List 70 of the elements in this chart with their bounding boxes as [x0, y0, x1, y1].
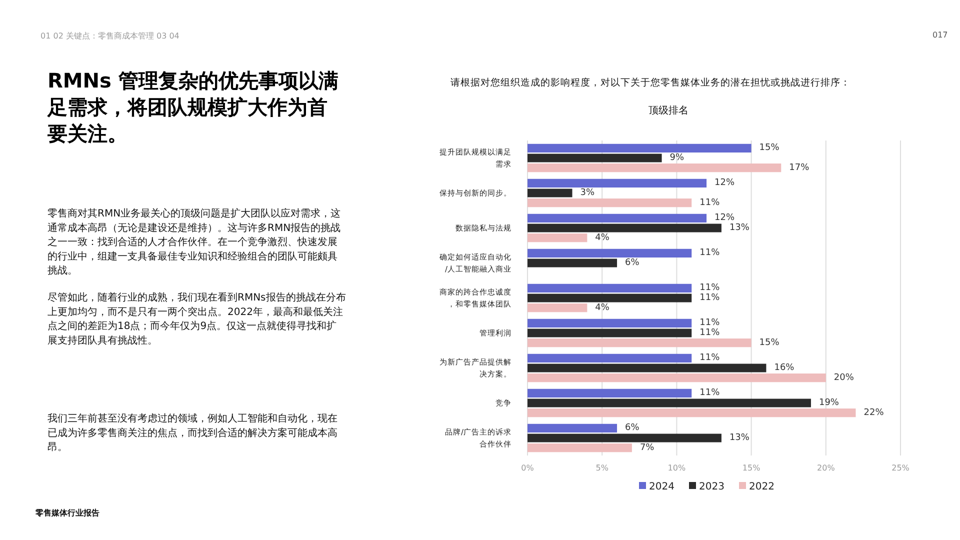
data-label: 11%: [700, 328, 720, 338]
data-label: 11%: [700, 388, 720, 398]
legend-label: 2022: [749, 482, 774, 492]
data-label: 16%: [774, 363, 795, 373]
x-tick-label: 15%: [742, 464, 761, 472]
x-tick-label: 0%: [521, 464, 534, 472]
bar: [528, 233, 588, 242]
bar: [528, 303, 588, 312]
data-label: 22%: [864, 408, 884, 418]
data-label: 20%: [834, 372, 854, 383]
data-label: 12%: [714, 178, 735, 188]
data-label: 9%: [670, 153, 685, 163]
bar: [528, 144, 752, 153]
text: 01 02 关键点：零售商成本管理 03 04: [40, 32, 180, 40]
bar: [528, 408, 856, 418]
text: 尽管如此，随着行业的成熟，我们现在看到RMNs报告的挑战在分布上更加均匀，而不是只有一两个突出点。2022年，最高和最低关注点之间的差距为18点；而今年仅为9点。仅这一点就使得寻找和扩展支持团队具有挑战性。: [48, 292, 346, 346]
data-label: 11%: [700, 318, 720, 328]
bar: [528, 224, 722, 232]
data-label: 12%: [714, 213, 735, 224]
data-label: 13%: [729, 223, 750, 233]
text: 017: [932, 30, 948, 40]
bar: [528, 373, 826, 382]
data-label: 11%: [700, 198, 720, 208]
bar: [528, 214, 707, 223]
data-label: 19%: [818, 398, 840, 408]
data-label: 11%: [700, 283, 720, 294]
text: 我们三年前甚至没有考虑过的领域，例如人工智能和自动化，现在已成为许多零售商关注的焦点，而找到合适的解决方案可能成本高昂。: [48, 412, 338, 454]
data-label: 4%: [595, 232, 610, 243]
x-tick-label: 5%: [596, 464, 609, 472]
legend-label: 2023: [699, 482, 724, 492]
x-tick-label: 25%: [892, 464, 910, 472]
bar: [528, 248, 692, 258]
text: RMNs 管理复杂的优先事项以满足需求，将团队规模扩大作为首要关注。: [46, 68, 338, 146]
text: 零售商对其RMN业务最关心的顶级问题是扩大团队以应对需求，这通常成本高昂（无论是建设还是维持）。这与许多RMN报告的挑战之一一致：找到合适的人才合作伙伴。在一个竞争激烈、快速发展的行业中，组建一支具备最佳专业知识和经验组合的团队可能颇具挑战。: [48, 208, 341, 277]
data-label: 7%: [640, 442, 655, 453]
bar: [528, 178, 707, 188]
data-label: 17%: [789, 162, 810, 173]
data-label: 4%: [595, 302, 610, 313]
bar: [528, 154, 662, 162]
bar: [528, 163, 782, 172]
x-tick-label: 10%: [668, 464, 686, 472]
legend-label: 2024: [649, 482, 674, 492]
bar: [528, 328, 692, 338]
bar: [528, 338, 752, 348]
data-label: 13%: [729, 433, 750, 443]
bar: [528, 434, 722, 442]
bar: [528, 258, 618, 268]
data-label: 15%: [759, 338, 780, 348]
x-tick-label: 20%: [817, 464, 836, 472]
bar: [528, 354, 692, 363]
bar: [528, 424, 618, 433]
bar: [528, 188, 572, 198]
bar: [528, 364, 766, 372]
data-label: 11%: [700, 353, 720, 364]
bar: [528, 398, 811, 408]
data-label: 11%: [700, 248, 720, 258]
data-label: 6%: [625, 423, 640, 434]
bar: [528, 388, 692, 398]
bar: [528, 198, 692, 208]
bar: [528, 284, 692, 293]
bar: [528, 318, 692, 328]
bar: [528, 294, 692, 302]
data-label: 3%: [580, 188, 595, 198]
bar: [528, 443, 632, 452]
text: 零售媒体行业报告: [34, 508, 100, 518]
data-label: 11%: [700, 293, 720, 303]
data-label: 15%: [759, 143, 780, 154]
chart-subtitle: 顶级排名: [648, 104, 688, 116]
data-label: 6%: [625, 258, 640, 268]
chart-title: 请根据对您组织造成的影响程度，对以下关于您零售媒体业务的潜在担忧或挑战进行排序：: [450, 76, 850, 88]
